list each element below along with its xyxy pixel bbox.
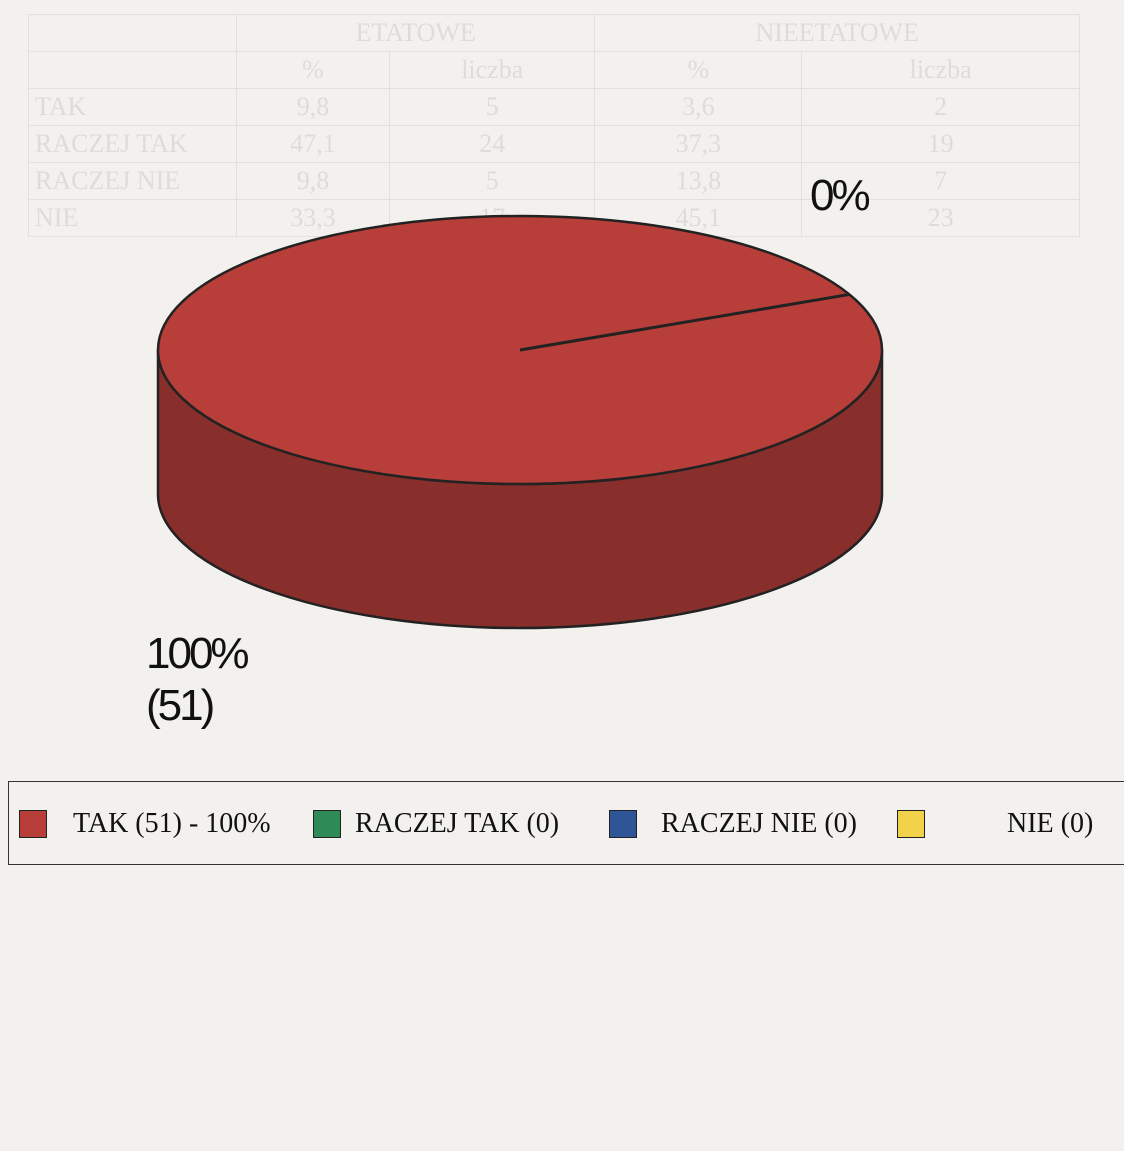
data-label-percent: 100% [146, 629, 250, 678]
pie-slice-boundary [519, 292, 850, 352]
legend-swatch-tak [19, 810, 47, 838]
legend-swatch-raczej-nie [609, 810, 637, 838]
legend-label-nie: NIE (0) [1007, 808, 1094, 839]
legend: TAK (51) - 100% RACZEJ TAK (0) RACZEJ NI… [8, 781, 1124, 865]
legend-label-tak: TAK (51) - 100% [73, 808, 271, 839]
legend-label-raczej-tak: RACZEJ TAK (0) [355, 808, 560, 839]
legend-item-tak: TAK (51) - 100% [19, 782, 271, 866]
legend-item-raczej-tak: RACZEJ TAK (0) [313, 782, 559, 866]
data-label-full: 100% (51) [146, 628, 250, 732]
data-label-count: (51) [146, 681, 215, 730]
legend-item-nie: NIE (0) [897, 782, 1093, 866]
legend-item-raczej-nie: RACZEJ NIE (0) [609, 782, 857, 866]
legend-swatch-raczej-tak [313, 810, 341, 838]
legend-label-raczej-nie: RACZEJ NIE (0) [661, 808, 857, 839]
data-label-zero: 0% [810, 171, 871, 220]
legend-swatch-nie [897, 810, 925, 838]
